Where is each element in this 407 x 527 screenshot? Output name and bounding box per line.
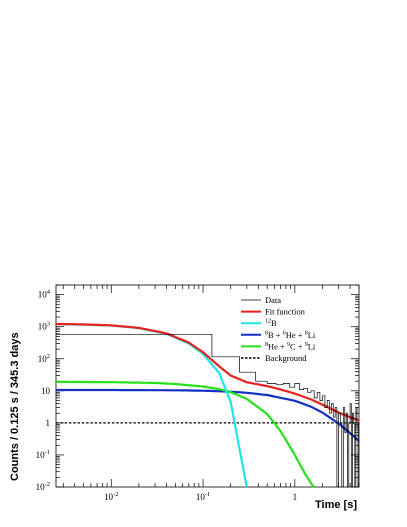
- series-8b-6he-8li: [56, 388, 360, 442]
- axis-ticks: [56, 284, 360, 488]
- plot-frame: [55, 284, 360, 488]
- y-tick-label: 10: [41, 386, 51, 396]
- y-tick-label: 1: [46, 418, 51, 428]
- y-axis-title: Counts / 0.125 s / 345.3 days: [9, 332, 21, 481]
- y-tick-label: 10-1: [36, 449, 50, 460]
- y-tick-label: 102: [38, 353, 50, 364]
- y-tick-label: 103: [38, 321, 50, 332]
- y-tick-label: 104: [38, 289, 51, 300]
- data-histogram: [56, 333, 359, 488]
- x-tick-label: 10-2: [104, 491, 118, 502]
- series-8he-9c-9li: [56, 380, 315, 488]
- legend-label: Data: [265, 295, 281, 305]
- series-12b: [56, 323, 248, 488]
- legend-label: 8B + 6He + 8Li: [265, 330, 316, 340]
- x-axis-title: Time [s]: [315, 499, 357, 511]
- legend-label: 8He + 9C + 9Li: [265, 341, 316, 351]
- legend-label: Background: [265, 353, 307, 363]
- legend-label: Fit function: [265, 307, 306, 317]
- tick-labels: 10-2 10-1 1 10-2 10-1 1 10 102 103 104: [36, 289, 298, 502]
- series-data: [56, 333, 359, 488]
- x-tick-label: 1: [293, 492, 298, 502]
- legend-label: 12B: [265, 318, 277, 328]
- x-tick-label: 10-1: [196, 491, 210, 502]
- y-tick-label: 10-2: [36, 481, 50, 492]
